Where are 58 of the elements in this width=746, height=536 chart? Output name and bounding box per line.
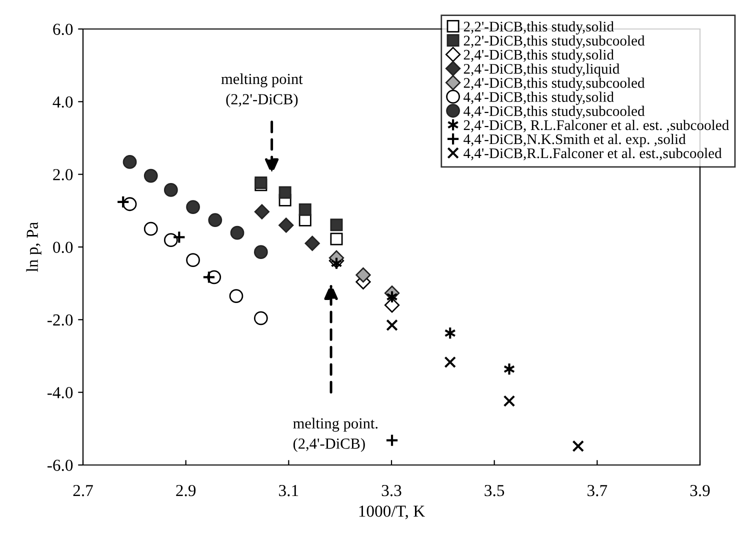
point bbox=[229, 289, 244, 303]
x-tick-label: 3.3 bbox=[382, 484, 402, 496]
point bbox=[144, 168, 158, 183]
point bbox=[202, 270, 216, 284]
y-tick-label: -2.0 bbox=[48, 314, 73, 326]
legend-label: 2,4'-DiCB,this study,liquid bbox=[464, 64, 620, 77]
point bbox=[254, 176, 268, 189]
legend-label: 4,4'-DiCB,R.L.Falconer et al. est.,subcooled bbox=[464, 148, 722, 160]
point bbox=[385, 434, 399, 447]
point bbox=[444, 356, 456, 368]
x-tick-label: 3.1 bbox=[279, 484, 298, 496]
point bbox=[186, 200, 200, 214]
point bbox=[122, 197, 137, 212]
y-tick-label: 2.0 bbox=[53, 169, 73, 180]
point bbox=[122, 155, 137, 169]
point bbox=[254, 245, 268, 260]
annotation: melting point (2,2'-DiCB) bbox=[221, 73, 303, 108]
point bbox=[172, 230, 186, 244]
point bbox=[164, 233, 178, 248]
legend-label: 4,4'-DiCB,this study,solid bbox=[464, 92, 614, 105]
y-tick-label: -4.0 bbox=[48, 387, 73, 398]
point bbox=[254, 311, 268, 326]
legend-label: 2,4'-DiCB,this study,solid bbox=[464, 49, 614, 63]
x-tick-label: 3.9 bbox=[690, 484, 710, 496]
point bbox=[278, 218, 294, 233]
point bbox=[386, 319, 398, 332]
point bbox=[254, 204, 270, 220]
y-tick-label: 0.0 bbox=[53, 242, 73, 254]
x-tick-label: 3.5 bbox=[484, 484, 504, 496]
point bbox=[186, 253, 200, 268]
point bbox=[298, 203, 312, 216]
x-tick-label: 3.7 bbox=[588, 484, 608, 496]
point bbox=[164, 183, 178, 197]
annotation: melting point. (2,4'-DiCB) bbox=[293, 418, 378, 452]
point bbox=[330, 218, 343, 232]
point bbox=[230, 226, 244, 240]
point bbox=[208, 213, 222, 228]
point bbox=[384, 298, 400, 313]
point bbox=[304, 236, 320, 251]
legend-label: 2,2'-DiCB,this study,solid bbox=[464, 21, 614, 35]
legend-label: 4,4'-DiCB,this study,subcooled bbox=[464, 106, 645, 120]
x-axis-title: 1000/T, K bbox=[359, 506, 425, 520]
y-tick-label: -6.0 bbox=[48, 460, 73, 472]
legend-label: 2,4'-DiCB,this study,subcooled bbox=[464, 78, 645, 91]
legend-label: 2,2'-DiCB,this study,subcooled bbox=[464, 35, 645, 49]
point bbox=[356, 267, 371, 283]
y-tick-label: 4.0 bbox=[52, 96, 73, 108]
point bbox=[572, 440, 584, 452]
point bbox=[278, 186, 292, 199]
y-axis-title: ln p, Pa bbox=[26, 222, 42, 272]
y-tick-label: 6.0 bbox=[53, 24, 73, 36]
point bbox=[116, 195, 130, 209]
x-tick-label: 2.7 bbox=[73, 484, 93, 496]
point bbox=[503, 395, 516, 407]
point bbox=[330, 232, 343, 246]
point bbox=[144, 222, 158, 236]
x-tick-label: 2.9 bbox=[176, 484, 196, 496]
legend-label: 4,4'-DiCB,N.K.Smith et al. exp. ,solid bbox=[464, 134, 686, 148]
